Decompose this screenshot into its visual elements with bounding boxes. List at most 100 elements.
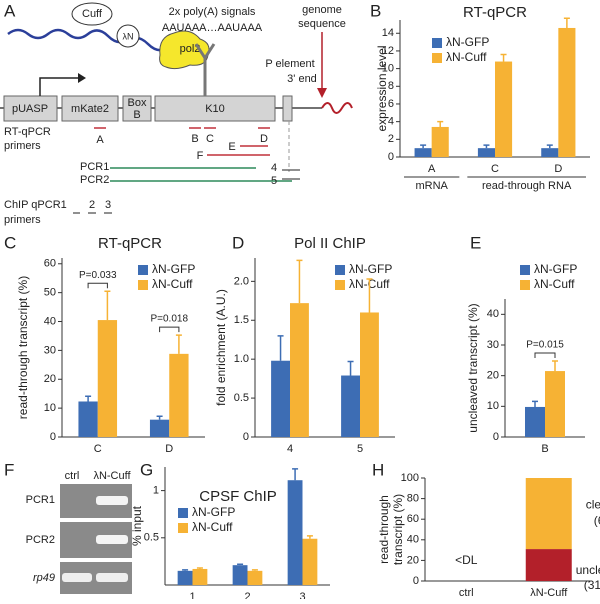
box-label: Box <box>128 97 147 109</box>
y-tick-label: 0.5 <box>234 392 249 404</box>
chart-title: RT-qPCR <box>98 235 162 252</box>
group-label: read-through RNA <box>482 180 572 192</box>
segment-value-label: (31%) <box>584 578 600 592</box>
y-tick-label: 1.5 <box>234 314 249 326</box>
box <box>122 95 152 122</box>
y-axis-label: transcript (%) <box>391 494 405 565</box>
legend-label: λN-GFP <box>349 262 392 276</box>
panel-label: A <box>4 1 16 20</box>
x-tick-label: D <box>165 443 173 455</box>
legend-swatch <box>138 265 148 275</box>
legend-swatch <box>335 280 345 290</box>
bar <box>341 375 360 437</box>
box-label: K10 <box>205 103 225 115</box>
y-tick-label: 10 <box>382 63 394 75</box>
significance-bracket <box>87 282 108 289</box>
y-axis-label: read-through transcript (%) <box>16 276 30 419</box>
bar <box>149 419 170 437</box>
error-bar <box>277 335 284 361</box>
error-bar <box>366 278 373 313</box>
error-bar <box>500 53 507 62</box>
panel-label: G <box>140 460 153 479</box>
y-tick-label: 20 <box>44 373 56 385</box>
bar <box>477 148 495 157</box>
x-tick-label: λN-Cuff <box>530 587 568 599</box>
y-tick-label: 30 <box>487 339 499 351</box>
bar <box>360 312 379 437</box>
bar-segment <box>525 549 572 581</box>
diagram: pUASP mKate2 Box B K10 Cuff λN pol2 2x p… <box>0 2 353 226</box>
bar <box>290 303 309 437</box>
bar-segment <box>525 478 572 550</box>
bar <box>302 538 318 585</box>
legend-swatch <box>138 280 148 290</box>
segment-name: uncleaved <box>576 563 600 577</box>
box <box>3 95 58 122</box>
x-tick-label: A <box>428 163 436 175</box>
error-bar <box>347 360 354 376</box>
chip-primer-lines <box>73 169 300 214</box>
y-tick-label: 1 <box>153 485 159 497</box>
box-label: pUASP <box>12 103 48 115</box>
y-tick-label: 2 <box>388 133 394 145</box>
y-tick-label: 2.0 <box>234 275 249 287</box>
error-bar <box>292 468 299 481</box>
legend-swatch <box>178 523 188 533</box>
annotation: <DL <box>455 553 478 567</box>
cuff-label: Cuff <box>82 8 103 20</box>
polya-title: 2x poly(A) signals <box>169 6 256 18</box>
arrowhead <box>78 73 86 83</box>
chart-title: Pol II ChIP <box>294 235 366 252</box>
tether-line <box>7 28 182 52</box>
error-bar <box>182 569 189 571</box>
y-tick-label: 8 <box>388 80 394 92</box>
chart-title: CPSF ChIP <box>199 488 277 505</box>
bar <box>495 61 513 158</box>
error-bar <box>237 563 244 566</box>
cuff-oval <box>71 2 113 26</box>
x-tick-label: B <box>541 443 548 455</box>
chip-primer: 5 <box>271 175 277 187</box>
x-tick-label: 1 <box>189 591 195 599</box>
bar <box>247 570 263 585</box>
y-tick-label: 10 <box>487 400 499 412</box>
bar <box>97 320 118 437</box>
y-axis-label: expression level <box>375 45 389 131</box>
polya-seq: AAUAAA…AAUAAA <box>162 22 263 34</box>
y-tick-label: 12 <box>382 45 394 57</box>
y-tick-label: 100 <box>401 472 419 484</box>
y-tick-label: 30 <box>44 344 56 356</box>
error-bar <box>104 290 111 321</box>
x-tick-label: ctrl <box>459 587 474 599</box>
rt-label: RT-qPCR <box>4 126 51 138</box>
polya-signal <box>194 43 216 96</box>
legend-swatch <box>178 508 188 518</box>
x-tick-label: 4 <box>287 443 293 455</box>
y-tick-label: 4 <box>388 116 394 128</box>
chip-label: primers <box>4 214 41 226</box>
legend-label: λN-GFP <box>446 35 489 49</box>
group-label: mRNA <box>415 180 448 192</box>
error-bar <box>420 144 427 149</box>
error-bar <box>546 144 553 149</box>
genome-squiggle <box>321 102 353 114</box>
gel-band <box>96 496 128 505</box>
bar <box>232 565 248 585</box>
y-axis-label: fold enrichment (A.U.) <box>214 289 228 406</box>
error-bar <box>437 120 444 127</box>
bar <box>177 570 193 585</box>
y-tick-label: 60 <box>44 258 56 270</box>
segment-name: cleaved <box>586 498 600 512</box>
bar <box>287 480 303 585</box>
panel-label: B <box>370 1 381 20</box>
error-bar <box>552 360 558 372</box>
panel-label: D <box>232 233 244 252</box>
p-value: P=0.015 <box>526 340 564 351</box>
error-bar <box>156 415 163 420</box>
legend-label: λN-GFP <box>152 262 195 276</box>
pcr-label: PCR1 <box>80 161 109 173</box>
primer-label: E <box>228 141 235 153</box>
gel-band <box>96 573 128 582</box>
p-element-label: 3' end <box>287 73 317 85</box>
